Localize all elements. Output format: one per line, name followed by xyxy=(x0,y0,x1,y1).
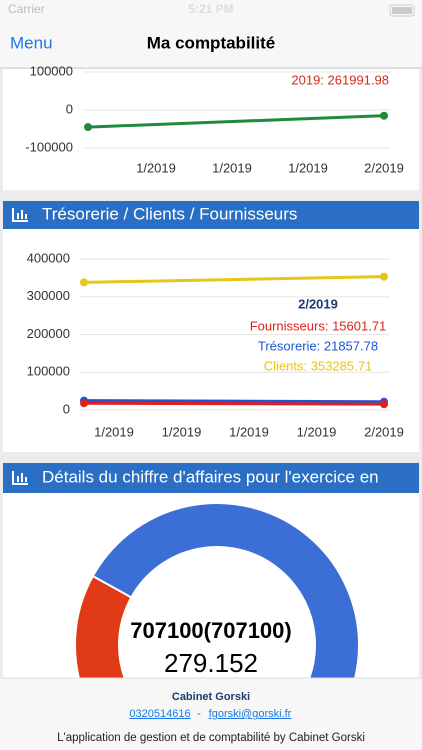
y-tick-label: 0 xyxy=(63,401,70,416)
separator: - xyxy=(197,708,201,720)
donut xyxy=(74,502,360,678)
tooltip-title: 2/2019 xyxy=(298,296,338,311)
card-header xyxy=(3,463,419,493)
nav-title: Ma comptabilité xyxy=(147,33,275,52)
tooltip-line: Clients: 353285.71 xyxy=(264,358,372,373)
card-title: Détails du chiffre d'affaires pour l'exe… xyxy=(42,467,379,486)
menu-button[interactable]: Menu xyxy=(10,33,53,52)
annotation: 2019: 261991.98 xyxy=(291,72,389,87)
donut-value: 279.152 xyxy=(164,648,258,678)
card-title: Trésorerie / Clients / Fournisseurs xyxy=(42,204,297,223)
point xyxy=(80,399,88,408)
y-tick-label: 300000 xyxy=(27,288,70,303)
carrier: Carrier xyxy=(8,2,45,16)
y-tick-label: 0 xyxy=(66,101,73,116)
x-tick-label: 2/2019 xyxy=(364,160,404,175)
x-tick-label: 1/2019 xyxy=(297,424,337,439)
y-tick-label: 100000 xyxy=(30,63,73,78)
time: 5:21 PM xyxy=(188,2,233,16)
donut-title: 707100(707100) xyxy=(130,618,291,643)
x-tick-label: 1/2019 xyxy=(162,424,202,439)
chart-icon xyxy=(12,471,28,485)
battery-level xyxy=(392,7,412,14)
email-link[interactable]: fgorski@gorski.fr xyxy=(209,708,292,720)
donut-slice xyxy=(74,574,133,678)
tooltip-line: Fournisseurs: 15601.71 xyxy=(250,318,387,333)
point xyxy=(380,400,388,409)
donut-slice xyxy=(91,502,360,678)
series-line xyxy=(83,275,385,284)
x-tick-label: 2/2019 xyxy=(364,424,404,439)
series-line xyxy=(83,399,385,404)
chart-icon xyxy=(12,208,28,222)
battery xyxy=(389,4,415,17)
card xyxy=(3,229,419,452)
x-tick-label: 1/2019 xyxy=(136,160,176,175)
y-tick-label: 100000 xyxy=(27,364,70,379)
tagline: L'application de gestion et de comptabil… xyxy=(57,732,365,744)
card-header xyxy=(3,201,419,229)
point xyxy=(380,272,388,281)
footer xyxy=(0,678,422,750)
y-tick-label: -100000 xyxy=(25,139,73,154)
y-tick-label: 200000 xyxy=(27,326,70,341)
y-tick-label: 400000 xyxy=(27,250,70,265)
x-tick-label: 1/2019 xyxy=(94,424,134,439)
point xyxy=(380,111,388,120)
x-tick-label: 1/2019 xyxy=(229,424,269,439)
top-bar xyxy=(0,0,422,68)
series-line xyxy=(87,114,385,129)
tooltip-line: Trésorerie: 21857.78 xyxy=(258,338,378,353)
company: Cabinet Gorski xyxy=(172,691,250,703)
x-tick-label: 1/2019 xyxy=(288,160,328,175)
card xyxy=(3,69,419,190)
series-line xyxy=(83,401,385,406)
phone-link[interactable]: 0320514616 xyxy=(129,708,190,720)
point xyxy=(84,123,92,132)
x-tick-label: 1/2019 xyxy=(212,160,252,175)
point xyxy=(80,278,88,287)
